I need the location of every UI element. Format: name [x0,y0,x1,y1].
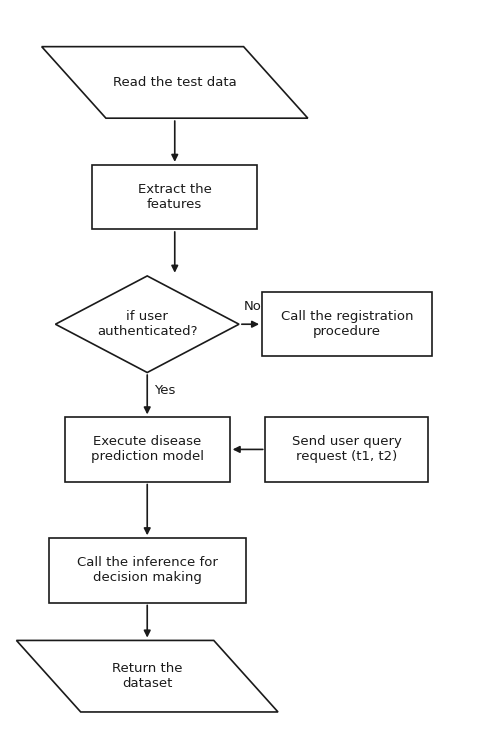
Text: Yes: Yes [154,384,175,397]
Text: Execute disease
prediction model: Execute disease prediction model [91,435,204,464]
Polygon shape [55,276,239,372]
Text: No: No [244,301,261,313]
Bar [92,165,257,229]
Polygon shape [16,640,278,712]
Bar [49,538,246,602]
Text: Send user query
request (t1, t2): Send user query request (t1, t2) [292,435,402,464]
Text: Call the inference for
decision making: Call the inference for decision making [77,556,217,584]
Bar [265,418,428,482]
Text: Read the test data: Read the test data [113,76,237,89]
Text: Return the
dataset: Return the dataset [112,662,183,690]
Text: Call the registration
procedure: Call the registration procedure [281,310,413,338]
Bar [262,292,432,356]
Bar [65,418,230,482]
Text: Extract the
features: Extract the features [138,183,212,211]
Text: if user
authenticated?: if user authenticated? [97,310,197,338]
Polygon shape [42,47,308,118]
